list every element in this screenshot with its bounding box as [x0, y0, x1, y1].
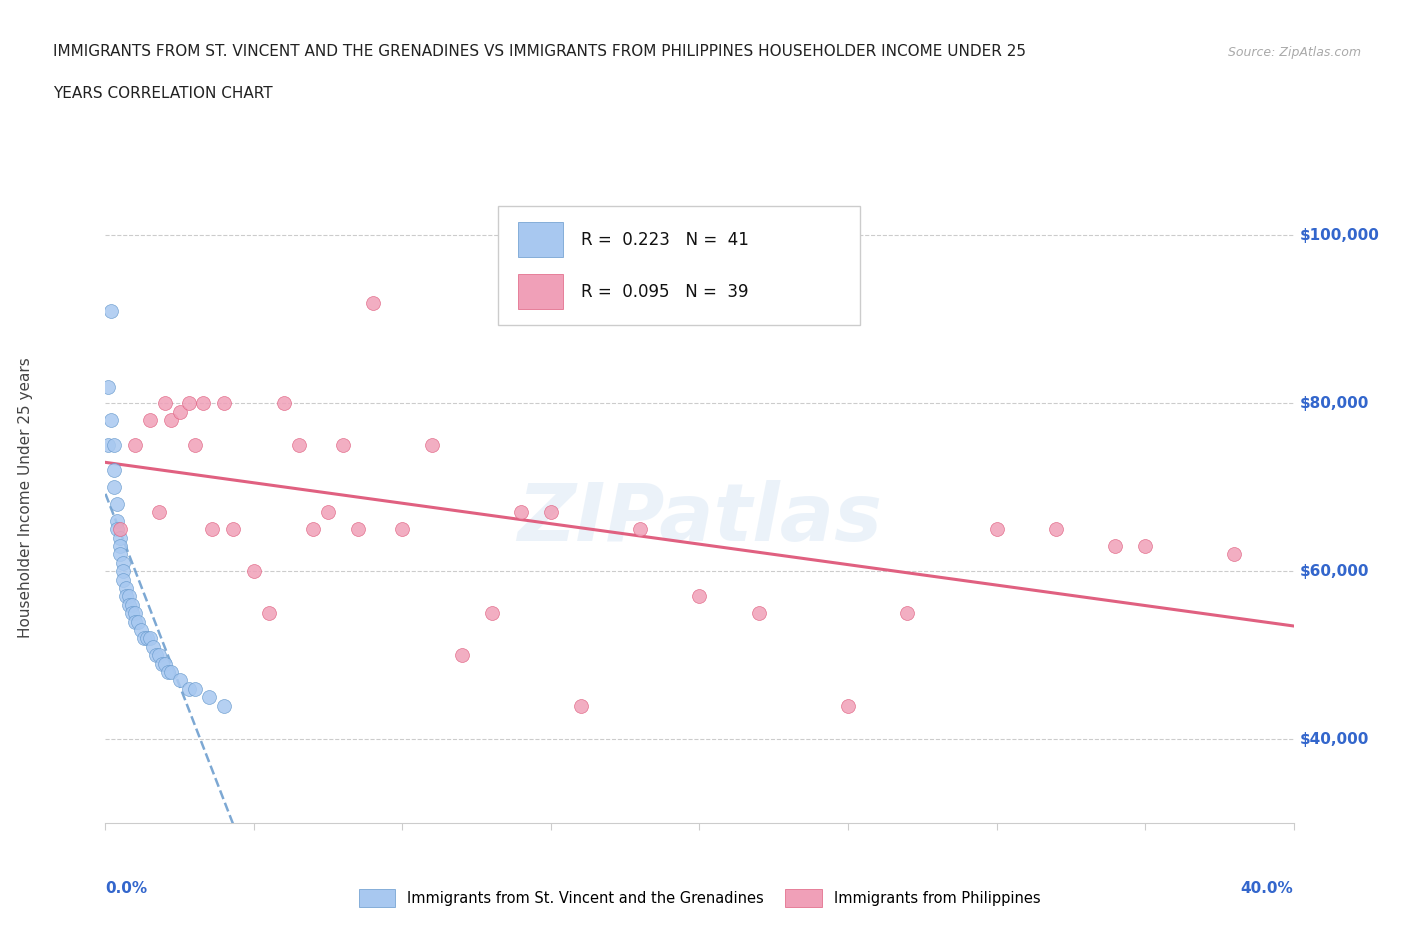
Point — [153, 657, 176, 671]
Text: YEARS CORRELATION CHART: YEARS CORRELATION CHART — [53, 86, 273, 100]
Text: 40.0%: 40.0% — [1240, 882, 1294, 897]
Point — [139, 413, 162, 428]
Point — [420, 438, 443, 453]
Point — [112, 555, 135, 570]
Point — [124, 605, 146, 620]
Point — [100, 413, 122, 428]
Point — [100, 303, 122, 318]
Text: IMMIGRANTS FROM ST. VINCENT AND THE GRENADINES VS IMMIGRANTS FROM PHILIPPINES HO: IMMIGRANTS FROM ST. VINCENT AND THE GREN… — [53, 44, 1026, 59]
Point — [214, 396, 236, 411]
Point — [214, 698, 236, 713]
Point — [689, 589, 711, 604]
Bar — [517, 273, 562, 310]
Point — [347, 522, 370, 537]
Point — [115, 589, 138, 604]
Point — [121, 597, 143, 612]
Point — [837, 698, 859, 713]
Point — [110, 547, 132, 562]
Point — [115, 580, 138, 595]
Point — [110, 530, 132, 545]
Point — [110, 522, 132, 537]
Bar — [517, 221, 562, 258]
Point — [1223, 547, 1246, 562]
Point — [243, 564, 266, 578]
Point — [97, 438, 120, 453]
Text: Householder Income Under 25 years: Householder Income Under 25 years — [18, 357, 32, 638]
Point — [222, 522, 245, 537]
Point — [273, 396, 295, 411]
Text: $40,000: $40,000 — [1299, 732, 1369, 747]
FancyBboxPatch shape — [498, 206, 860, 326]
Point — [118, 597, 141, 612]
Point — [540, 505, 562, 520]
Point — [628, 522, 651, 537]
Point — [142, 639, 165, 654]
Point — [148, 647, 170, 662]
Point — [159, 413, 181, 428]
Point — [198, 690, 221, 705]
Point — [112, 564, 135, 578]
Point — [159, 665, 181, 680]
Point — [127, 614, 149, 629]
Point — [183, 682, 205, 697]
Point — [153, 396, 176, 411]
Point — [183, 438, 205, 453]
Point — [177, 396, 200, 411]
Text: R =  0.095   N =  39: R = 0.095 N = 39 — [581, 283, 748, 300]
Point — [145, 647, 167, 662]
Point — [132, 631, 155, 645]
Point — [332, 438, 354, 453]
Point — [1045, 522, 1067, 537]
Point — [148, 505, 170, 520]
Legend: Immigrants from St. Vincent and the Grenadines, Immigrants from Philippines: Immigrants from St. Vincent and the Gren… — [353, 884, 1046, 912]
Point — [316, 505, 339, 520]
Point — [569, 698, 592, 713]
Point — [169, 405, 191, 419]
Point — [1104, 538, 1126, 553]
Point — [103, 480, 125, 495]
Point — [986, 522, 1008, 537]
Point — [124, 438, 146, 453]
Point — [201, 522, 224, 537]
Point — [510, 505, 533, 520]
Point — [481, 605, 503, 620]
Text: ZIPatlas: ZIPatlas — [517, 480, 882, 558]
Point — [257, 605, 280, 620]
Text: $80,000: $80,000 — [1299, 396, 1369, 411]
Point — [177, 682, 200, 697]
Text: R =  0.223   N =  41: R = 0.223 N = 41 — [581, 231, 748, 248]
Point — [103, 438, 125, 453]
Point — [169, 673, 191, 688]
Point — [110, 538, 132, 553]
Point — [129, 622, 152, 637]
Point — [302, 522, 325, 537]
Point — [97, 379, 120, 394]
Point — [748, 605, 770, 620]
Text: $60,000: $60,000 — [1299, 564, 1369, 578]
Point — [121, 605, 143, 620]
Point — [361, 295, 384, 310]
Point — [450, 647, 472, 662]
Point — [287, 438, 309, 453]
Point — [105, 497, 128, 512]
Point — [193, 396, 215, 411]
Text: Source: ZipAtlas.com: Source: ZipAtlas.com — [1227, 46, 1361, 59]
Point — [105, 513, 128, 528]
Text: $100,000: $100,000 — [1299, 228, 1379, 243]
Point — [124, 614, 146, 629]
Point — [391, 522, 413, 537]
Point — [896, 605, 918, 620]
Point — [118, 589, 141, 604]
Point — [112, 572, 135, 587]
Point — [1133, 538, 1156, 553]
Text: 0.0%: 0.0% — [105, 882, 148, 897]
Point — [150, 657, 173, 671]
Point — [156, 665, 179, 680]
Point — [103, 463, 125, 478]
Point — [105, 522, 128, 537]
Point — [136, 631, 159, 645]
Point — [139, 631, 162, 645]
